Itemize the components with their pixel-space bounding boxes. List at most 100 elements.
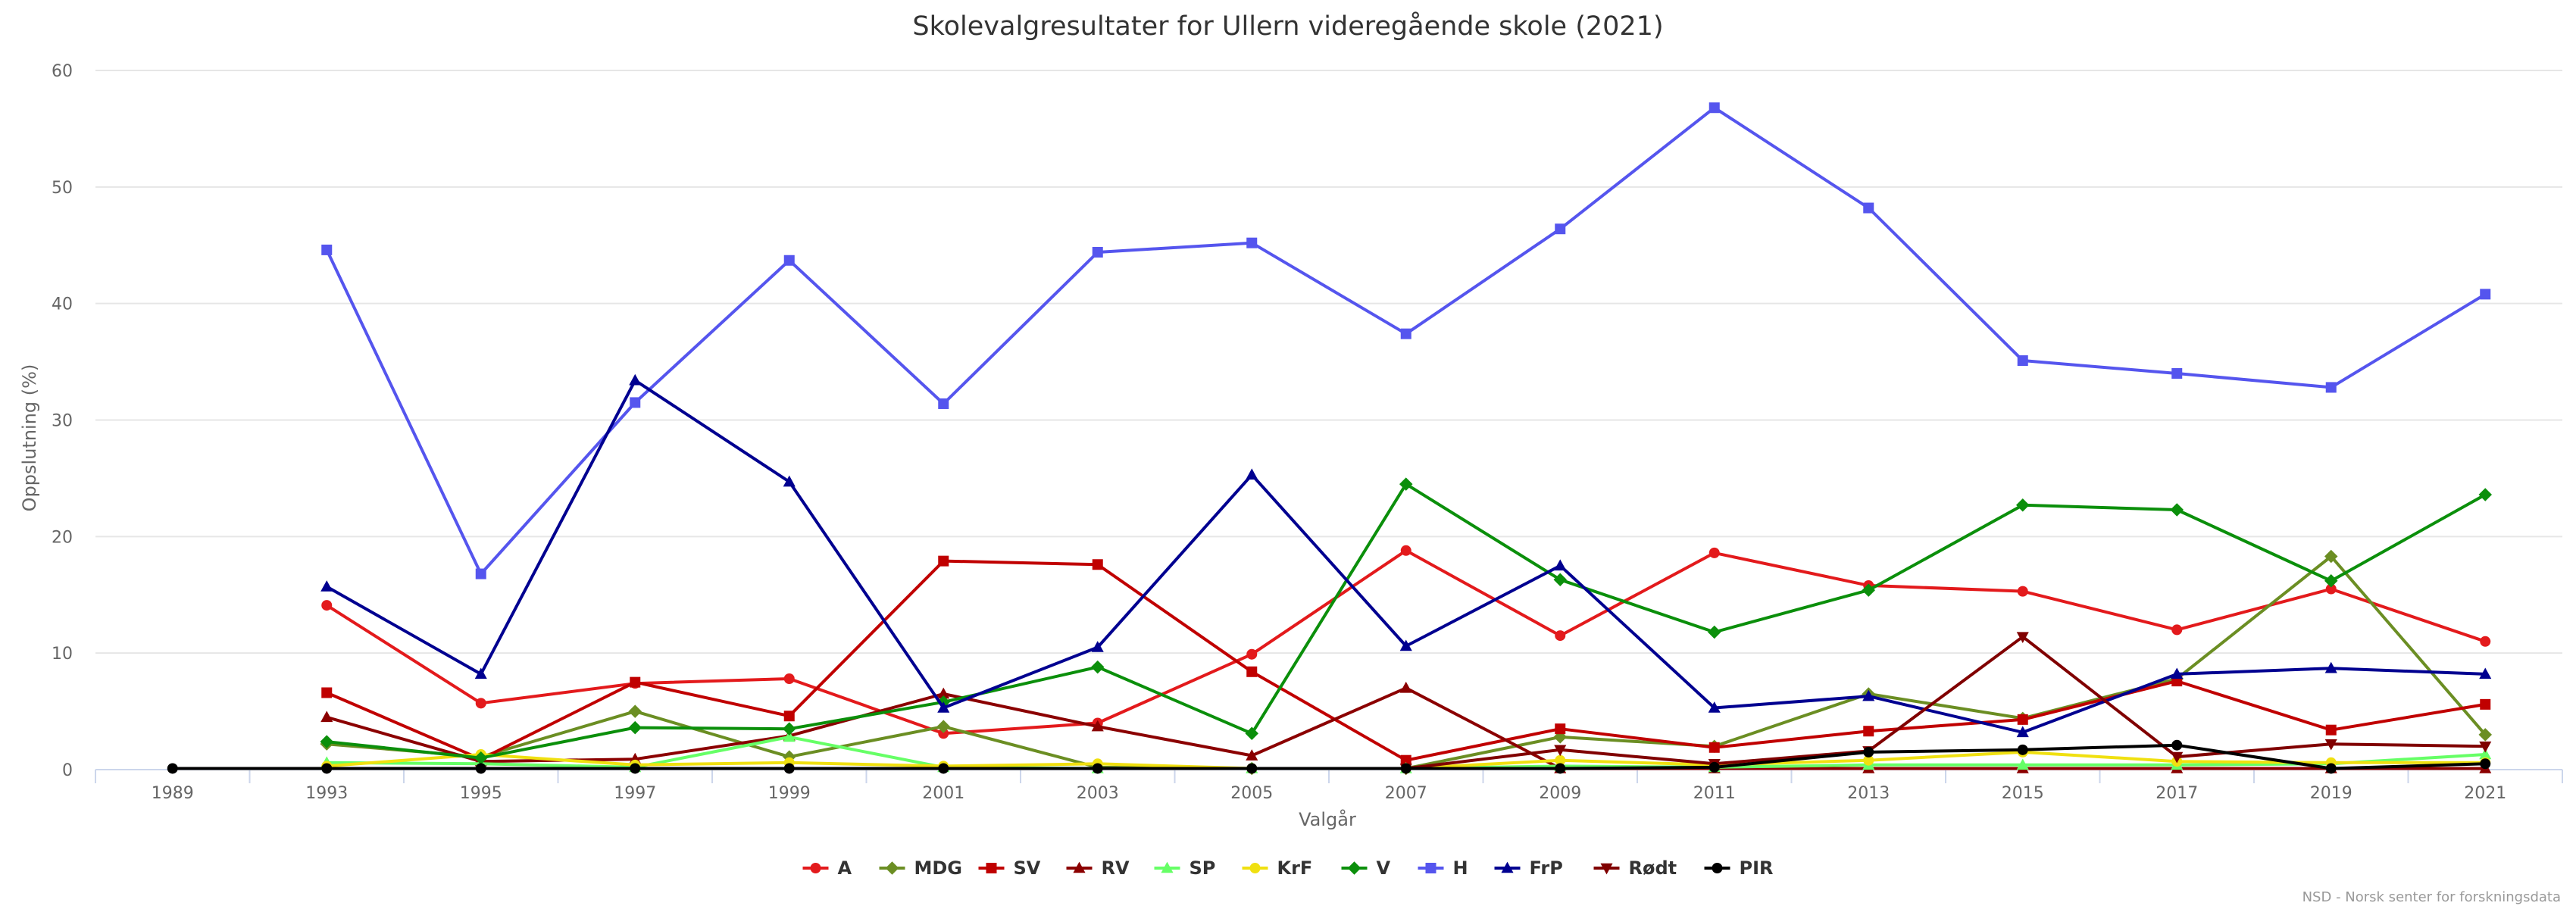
data-point-h[interactable] [2480,289,2491,300]
data-point-v[interactable] [2324,574,2338,588]
data-point-rodt[interactable] [2171,751,2184,764]
data-point-h[interactable] [1863,202,1874,214]
series-line-frp[interactable] [325,379,2487,734]
data-point-pir[interactable] [321,763,333,774]
data-point-pir[interactable] [1092,763,1103,774]
legend-item-v[interactable]: V [1341,857,1391,879]
data-point-rv[interactable] [937,687,950,699]
legend-item-krf[interactable]: KrF [1242,857,1313,879]
series-line-sv[interactable] [325,559,2487,762]
data-point-sp[interactable] [783,730,796,742]
data-point-a[interactable] [1555,630,1566,642]
data-point-h[interactable] [475,568,486,579]
data-point-frp[interactable] [1091,641,1104,652]
legend-item-rodt[interactable]: Rødt [1593,857,1677,879]
legend-item-h[interactable]: H [1418,857,1468,879]
data-point-pir[interactable] [630,763,641,774]
data-point-v[interactable] [2478,488,2493,501]
data-point-h[interactable] [1092,246,1103,258]
data-point-frp[interactable] [2479,667,2492,679]
data-point-h[interactable] [630,397,641,408]
data-point-v[interactable] [320,735,334,748]
data-point-h[interactable] [1400,328,1411,339]
data-point-sv[interactable] [1092,559,1103,570]
data-point-frp[interactable] [1246,468,1258,480]
data-point-h[interactable] [1708,102,1720,114]
data-point-frp[interactable] [2171,667,2184,679]
data-point-pir[interactable] [2325,763,2337,774]
data-point-rv[interactable] [1246,749,1258,761]
data-point-rodt[interactable] [2016,632,2029,644]
data-point-sp[interactable] [2016,758,2029,770]
series-line-pir[interactable] [170,743,2487,770]
data-point-rodt[interactable] [1554,745,1567,757]
data-point-frp[interactable] [783,475,796,487]
data-point-frp[interactable] [1862,689,1875,701]
data-point-a[interactable] [321,600,333,611]
data-point-mdg[interactable] [936,720,951,733]
data-point-a[interactable] [2017,586,2028,597]
data-point-frp[interactable] [2016,726,2029,738]
data-point-v[interactable] [2170,503,2184,517]
data-point-v[interactable] [1553,573,1568,587]
data-point-h[interactable] [321,244,333,255]
data-point-a[interactable] [1400,545,1411,556]
data-point-mdg[interactable] [2478,728,2493,742]
data-point-v[interactable] [1091,660,1105,674]
data-point-frp[interactable] [474,667,487,679]
data-point-sv[interactable] [1246,666,1258,677]
data-point-v[interactable] [1862,583,1876,597]
data-point-sv[interactable] [1863,726,1874,737]
data-point-v[interactable] [2016,498,2030,512]
data-point-h[interactable] [783,255,795,266]
legend-item-frp[interactable]: FrP [1494,857,1563,879]
legend-item-mdg[interactable]: MDG [879,857,963,879]
legend-item-sp[interactable]: SP [1154,857,1216,879]
legend-item-rv[interactable]: RV [1066,857,1130,879]
data-point-a[interactable] [475,698,486,709]
data-point-pir[interactable] [2171,739,2183,751]
data-point-frp[interactable] [1708,701,1721,713]
data-point-h[interactable] [1555,223,1566,235]
data-point-frp[interactable] [320,580,333,592]
legend-item-a[interactable]: A [802,857,852,879]
data-point-pir[interactable] [938,763,949,774]
data-point-v[interactable] [1708,625,1721,639]
data-point-v[interactable] [783,722,796,736]
data-point-a[interactable] [2171,624,2183,636]
data-point-mdg[interactable] [628,704,642,718]
data-point-sv[interactable] [321,687,333,698]
data-point-sv[interactable] [2325,724,2337,736]
data-point-rodt[interactable] [2324,739,2337,751]
legend-item-sv[interactable]: SV [978,857,1041,879]
data-point-a[interactable] [938,728,949,739]
data-point-a[interactable] [2325,583,2337,595]
data-point-a[interactable] [1246,648,1258,660]
data-point-sv[interactable] [938,555,949,567]
data-point-sv[interactable] [1708,742,1720,753]
data-point-sv[interactable] [2480,698,2491,710]
series-line-rodt[interactable] [1404,635,2487,770]
data-point-v[interactable] [628,720,642,735]
data-point-pir[interactable] [1863,746,1874,758]
data-point-mdg[interactable] [2324,549,2338,564]
data-point-pir[interactable] [475,763,486,774]
data-point-pir[interactable] [167,763,178,774]
data-point-frp[interactable] [2324,661,2337,673]
data-point-a[interactable] [1708,547,1720,558]
data-point-sv[interactable] [1555,723,1566,735]
data-point-sp[interactable] [2479,748,2492,760]
data-point-pir[interactable] [1246,763,1258,774]
series-line-h[interactable] [325,106,2487,576]
data-point-sv[interactable] [1400,754,1411,766]
data-point-pir[interactable] [1708,761,1720,773]
data-point-frp[interactable] [937,701,950,713]
data-point-h[interactable] [2017,355,2028,367]
data-point-pir[interactable] [2017,744,2028,755]
data-point-krf[interactable] [1555,754,1566,766]
data-point-sv[interactable] [783,711,795,722]
data-point-rv[interactable] [320,711,333,723]
data-point-pir[interactable] [1400,763,1411,774]
data-point-v[interactable] [1399,477,1413,491]
data-point-h[interactable] [938,398,949,409]
